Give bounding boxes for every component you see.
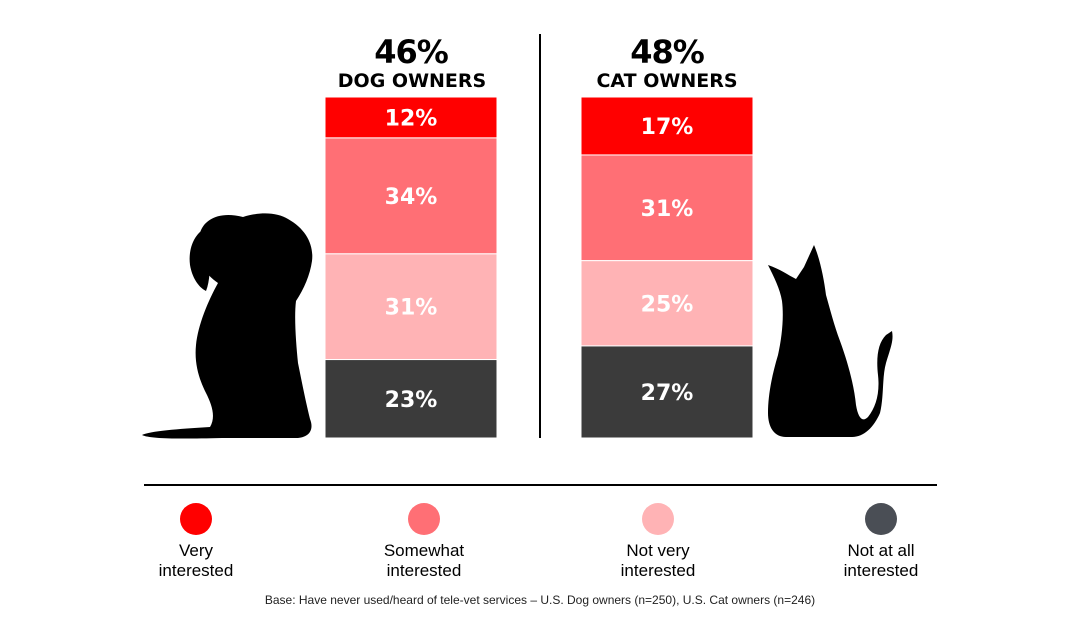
data-label-dog-owners-very-interested: 12% [385,106,438,131]
bar-segment-dog-owners-not-at-all-interested [324,359,498,439]
cat-headline-percent: 48% [630,33,705,71]
legend-swatch-not-very-interested [642,503,674,535]
legend-swatch-somewhat-interested [408,503,440,535]
legend-label-not-at-all-interested: Not at all interested [843,541,919,580]
legend-item-very-interested: Very interested [106,503,286,581]
data-label-cat-owners-very-interested: 17% [641,115,694,140]
dog-owners-label: DOG OWNERS [337,70,487,92]
bar-segment-cat-owners-somewhat-interested [580,154,754,262]
bar-segment-dog-owners-somewhat-interested [324,137,498,255]
legend-rule [144,484,937,486]
dog-headline-percent: 46% [374,33,449,71]
legend-label-not-very-interested: Not very interested [620,541,696,580]
bar-segment-cat-owners-not-at-all-interested [580,345,754,439]
legend-item-somewhat-interested: Somewhat interested [334,503,514,581]
legend-item-not-at-all-interested: Not at all interested [791,503,971,581]
cat-silhouette-icon [768,245,893,437]
footnote: Base: Have never used/heard of tele-vet … [264,593,816,607]
data-label-cat-owners-not-very-interested: 25% [641,292,694,317]
data-label-dog-owners-not-at-all-interested: 23% [385,388,438,413]
legend-swatch-not-at-all-interested [865,503,897,535]
data-label-cat-owners-somewhat-interested: 31% [641,197,694,222]
data-label-cat-owners-not-at-all-interested: 27% [641,381,694,406]
legend-item-not-very-interested: Not very interested [568,503,748,581]
bar-segment-dog-owners-not-very-interested [324,253,498,361]
legend-label-very-interested: Very interested [158,541,234,580]
legend-swatch-very-interested [180,503,212,535]
dog-silhouette-icon [142,213,313,439]
cat-owners-label: CAT OWNERS [596,70,738,92]
data-label-dog-owners-not-very-interested: 31% [385,296,438,321]
data-label-dog-owners-somewhat-interested: 34% [385,185,438,210]
legend-label-somewhat-interested: Somewhat interested [383,541,465,580]
group-divider [539,34,541,438]
bar-segment-cat-owners-not-very-interested [580,260,754,347]
